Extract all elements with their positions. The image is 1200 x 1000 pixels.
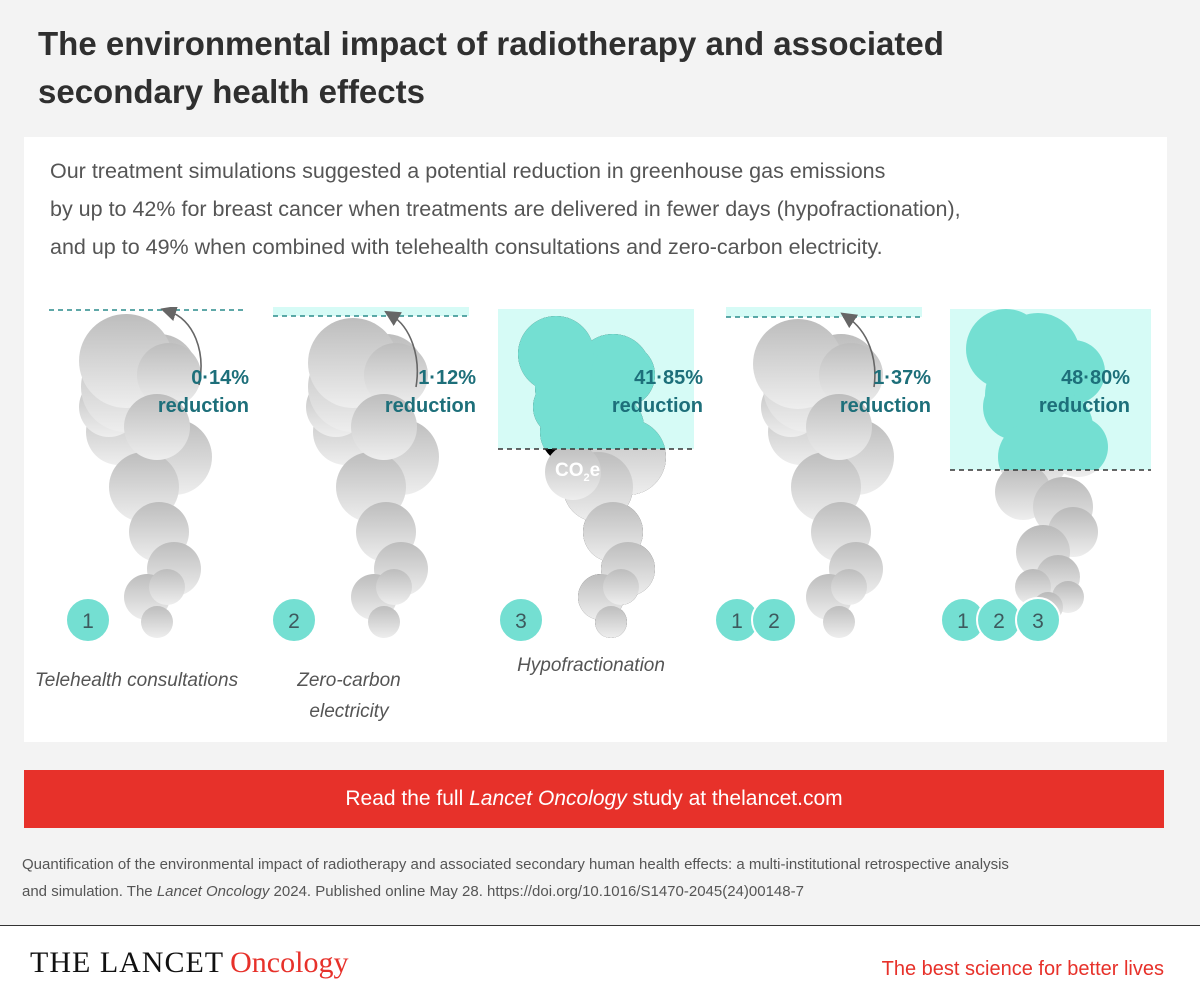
- reduction-label: reduction: [611, 395, 703, 417]
- smoke-plume-icon: [49, 307, 244, 638]
- scenario-badge: 3: [1015, 597, 1061, 643]
- scenario-panel-all-combined: 48·80% reduction 1 2 3: [940, 307, 1158, 737]
- doi-link[interactable]: 2024. Published online May 28. https://d…: [269, 883, 804, 900]
- reduction-label: reduction: [839, 395, 931, 417]
- smoke-plume-icon: [726, 307, 922, 638]
- scenario-badge: 1: [65, 597, 111, 643]
- read-study-banner[interactable]: Read the full Lancet Oncology study at t…: [24, 770, 1164, 828]
- info-card: Our treatment simulations suggested a po…: [24, 137, 1167, 742]
- citation-line: and simulation. The Lancet Oncology 2024…: [22, 883, 804, 900]
- brand-sub: Oncology: [230, 946, 349, 979]
- citation: Quantification of the environmental impa…: [22, 851, 1162, 905]
- reduction-percent: 0·14%: [191, 367, 249, 389]
- scenario-panel-telehealth-zero-carbon: 1·37% reduction 1 2: [714, 307, 931, 737]
- reduction-label: reduction: [384, 395, 476, 417]
- scenario-label: Zero-carbon electricity: [297, 670, 401, 722]
- cta-suffix: study at thelancet.com: [626, 787, 843, 810]
- brand-main: THE LANCET: [30, 946, 225, 979]
- smoke-plume-icon: [273, 307, 469, 638]
- co2e-label: CO2e: [555, 460, 601, 484]
- reduction-label: reduction: [157, 395, 249, 417]
- page-title: The environmental impact of radiotherapy…: [38, 25, 944, 110]
- intro-line: and up to 49% when combined with telehea…: [50, 235, 883, 259]
- reduction-percent: 48·80%: [1061, 367, 1130, 389]
- intro-text: Our treatment simulations suggested a po…: [50, 152, 1150, 266]
- smoke-plume-icon: [950, 309, 1151, 622]
- lancet-oncology-logo[interactable]: THE LANCET Oncology: [30, 946, 348, 980]
- citation-line: Quantification of the environmental impa…: [22, 856, 1009, 873]
- scenario-badge: 2: [751, 597, 797, 643]
- reduction-label: reduction: [1038, 395, 1130, 417]
- tagline: The best science for better lives: [881, 958, 1164, 980]
- scenario-panel-telehealth: 0·14% reduction 1 Telehealth consultatio…: [35, 307, 249, 737]
- scenario-badge: 2: [271, 597, 317, 643]
- scenario-label: Hypofractionation: [517, 655, 665, 676]
- scenario-panel-zero-carbon: 1·12% reduction 2 Zero-carbon electricit…: [271, 307, 476, 737]
- divider: [0, 925, 1200, 926]
- cta-journal: Lancet Oncology: [469, 787, 627, 810]
- reduction-percent: 41·85%: [634, 367, 703, 389]
- intro-line: Our treatment simulations suggested a po…: [50, 159, 886, 183]
- footer: THE LANCET Oncology The best science for …: [0, 926, 1200, 1000]
- cta-prefix: Read the full: [345, 787, 470, 810]
- smoke-plume-icon: [498, 309, 696, 638]
- scenario-label: Telehealth consultations: [34, 670, 239, 691]
- intro-line: by up to 42% for breast cancer when trea…: [50, 197, 961, 221]
- scenario-badge: 3: [498, 597, 544, 643]
- scenario-panel-hypofractionation: 41·85% reduction CO2e 3 Hypofractionatio…: [498, 307, 703, 737]
- reduction-percent: 1·12%: [418, 367, 476, 389]
- scenario-badge: 1: [940, 597, 986, 643]
- reduction-percent: 1·37%: [873, 367, 931, 389]
